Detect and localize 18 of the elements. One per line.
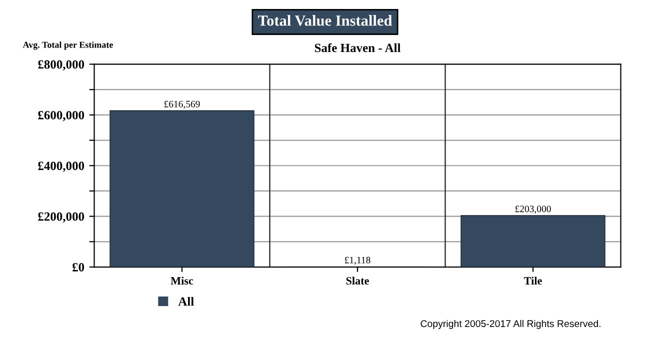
y-tick-label: £600,000 [38,110,84,122]
chart-subtitle: Safe Haven - All [314,43,401,52]
bar [110,110,254,268]
y-tick-label: £0 [72,263,84,272]
x-tick-label: Misc [170,276,194,285]
y-tick-label: £800,000 [38,60,84,70]
data-label: £203,000 [515,206,551,214]
x-tick-label: Slate [346,276,369,285]
y-tick-label: £200,000 [38,212,84,223]
data-label: £616,569 [164,100,200,109]
text: Copyright 2005-2017 All Rights Reserved. [420,320,600,330]
data-label: £1,118 [344,256,370,265]
y-tick-label: £400,000 [38,162,84,172]
bar [460,215,606,268]
chart-title: Total Value Installed [258,15,392,26]
legend-label: All [178,296,194,306]
x-tick-label: Tile [524,276,542,285]
y-axis-title: Avg. Total per Estimate [22,42,113,50]
